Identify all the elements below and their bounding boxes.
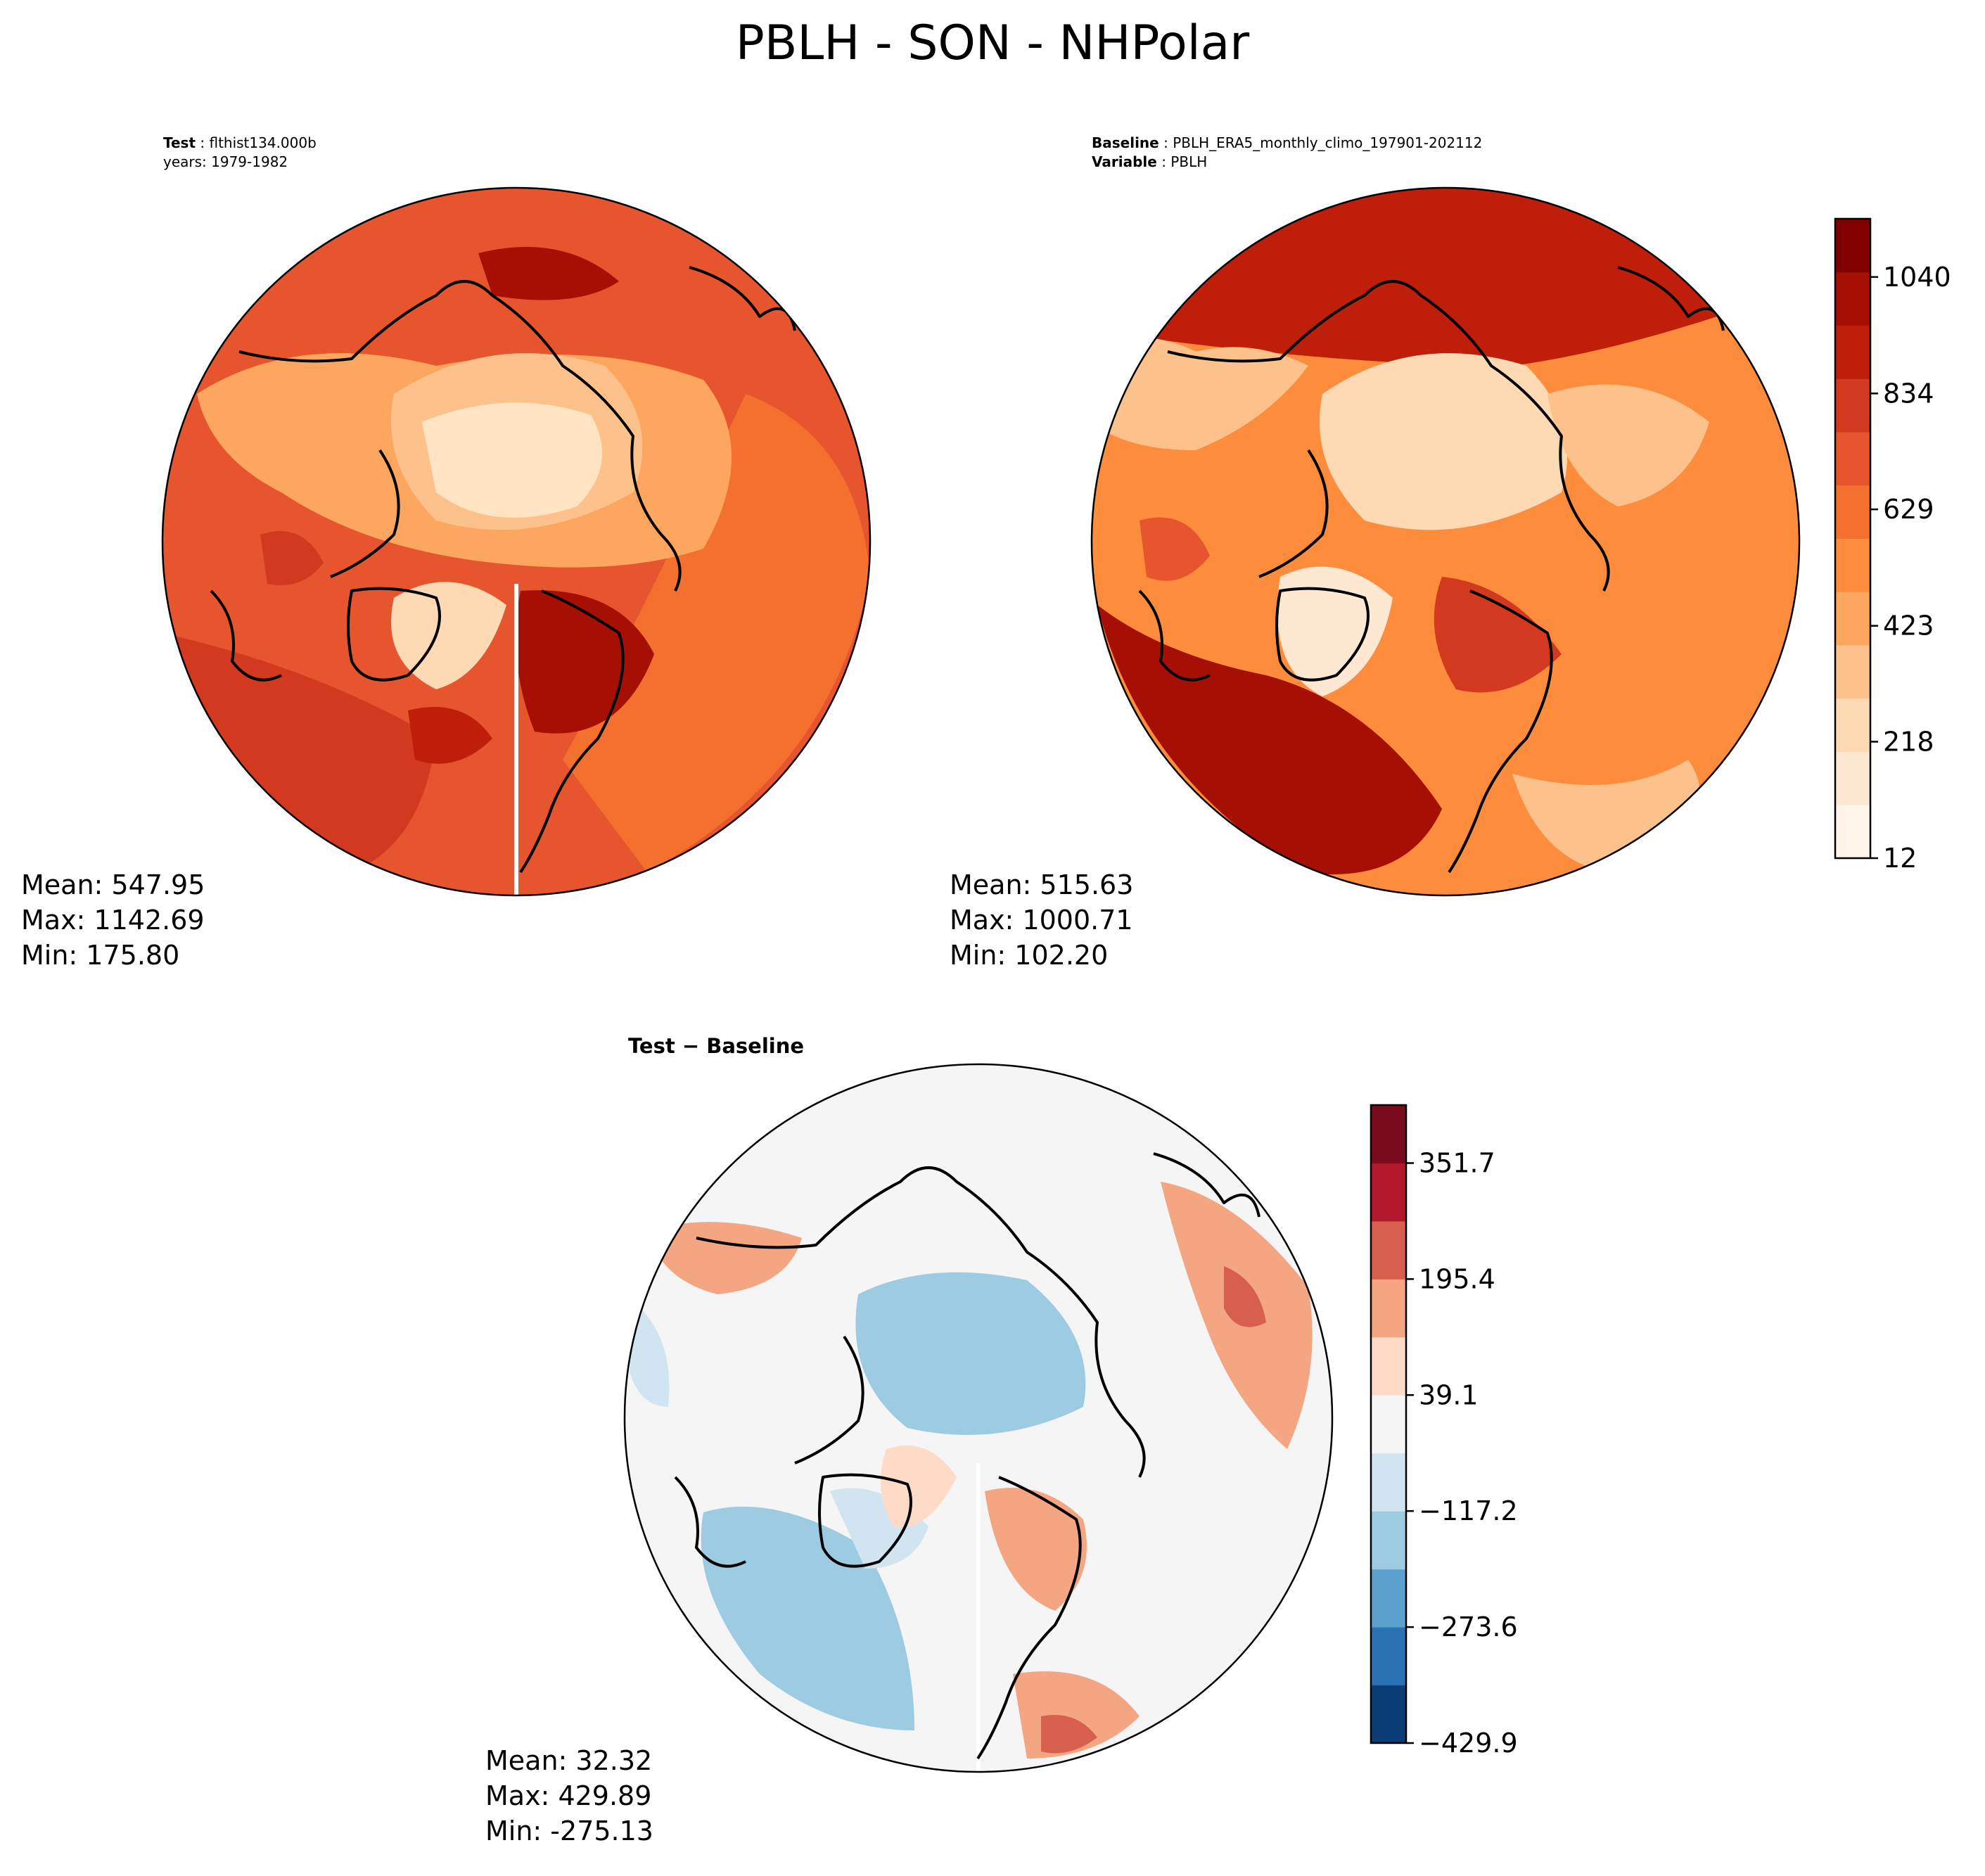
test-map-field bbox=[162, 188, 870, 895]
test-header: Test : flthist134.000b years: 1979-1982 bbox=[163, 134, 317, 170]
difference-colorbar-segment bbox=[1371, 1105, 1406, 1163]
pblh-colorbar-segment bbox=[1835, 645, 1870, 699]
test-mean: Mean: 547.95 bbox=[21, 869, 205, 900]
baseline-min: Min: 102.20 bbox=[950, 940, 1109, 971]
test-min: Min: 175.80 bbox=[21, 940, 180, 971]
figure-title: PBLH - SON - NHPolar bbox=[735, 15, 1250, 71]
pblh-colorbar-segment bbox=[1835, 538, 1870, 592]
difference-colorbar-segment bbox=[1371, 1685, 1406, 1744]
difference-colorbar-tick-label: −429.9 bbox=[1419, 1728, 1518, 1759]
difference-colorbar-tick-label: −117.2 bbox=[1419, 1495, 1518, 1526]
test-years: years: 1979-1982 bbox=[163, 153, 288, 170]
baseline-stats: Mean: 515.63 Max: 1000.71 Min: 102.20 bbox=[950, 867, 1133, 973]
difference-colorbar-segment bbox=[1371, 1453, 1406, 1512]
difference-colorbar-segment bbox=[1371, 1395, 1406, 1454]
pblh-colorbar-frame bbox=[1834, 217, 1872, 860]
pblh-colorbar-segment bbox=[1835, 325, 1870, 379]
pblh-colorbar-segment bbox=[1835, 378, 1870, 433]
pblh-colorbar-segment bbox=[1835, 751, 1870, 805]
pblh-colorbar-segment bbox=[1835, 698, 1870, 752]
difference-mean: Mean: 32.32 bbox=[485, 1745, 653, 1776]
pblh-colorbar-tick-label: 12 bbox=[1883, 843, 1917, 874]
baseline-map bbox=[1090, 186, 1801, 897]
pblh-colorbar-segment bbox=[1835, 805, 1870, 859]
difference-colorbar-segment bbox=[1371, 1163, 1406, 1222]
difference-colorbar-tick-label: 351.7 bbox=[1419, 1147, 1495, 1178]
difference-colorbar-frame bbox=[1370, 1104, 1408, 1744]
test-max: Max: 1142.69 bbox=[21, 905, 205, 936]
difference-colorbar-segment bbox=[1371, 1336, 1406, 1396]
pblh-colorbar-segment bbox=[1835, 272, 1870, 326]
baseline-header: Baseline : PBLH_ERA5_monthly_climo_19790… bbox=[1092, 134, 1483, 170]
difference-coastlines bbox=[674, 1152, 1260, 1760]
test-case-name: flthist134.000b bbox=[209, 134, 317, 151]
baseline-map-boundary bbox=[1090, 186, 1801, 897]
pblh-colorbar-tick-label: 218 bbox=[1883, 726, 1934, 757]
difference-colorbar-tick-label: 195.4 bbox=[1419, 1263, 1495, 1294]
pblh-colorbar-tick-label: 834 bbox=[1883, 378, 1934, 409]
difference-colorbar-tick-label: −273.6 bbox=[1419, 1612, 1518, 1642]
difference-colorbar: −429.9 −273.6 −117.2 39.1 195.4 351.7 bbox=[1370, 1104, 1518, 1759]
difference-min: Min: -275.13 bbox=[485, 1816, 653, 1846]
baseline-mean: Mean: 515.63 bbox=[950, 869, 1134, 900]
difference-colorbar-tick-label: 39.1 bbox=[1419, 1379, 1479, 1410]
pblh-colorbar-tick-label: 629 bbox=[1883, 494, 1934, 525]
test-map bbox=[161, 186, 872, 897]
difference-colorbar-segment bbox=[1371, 1627, 1406, 1686]
difference-colorbar-segment bbox=[1371, 1220, 1406, 1280]
difference-colorbar-segment bbox=[1371, 1279, 1406, 1338]
baseline-case-name: PBLH_ERA5_monthly_climo_197901-202112 bbox=[1173, 134, 1483, 151]
difference-map-field bbox=[625, 1064, 1332, 1772]
variable-label: Variable bbox=[1092, 153, 1157, 170]
baseline-map-field bbox=[1092, 188, 1799, 895]
difference-map bbox=[623, 1063, 1334, 1773]
baseline-max: Max: 1000.71 bbox=[950, 905, 1133, 936]
pblh-colorbar-segment bbox=[1835, 592, 1870, 646]
test-stats: Mean: 547.95 Max: 1142.69 Min: 175.80 bbox=[21, 867, 205, 973]
pblh-colorbar-tick-label: 423 bbox=[1883, 611, 1934, 642]
variable-name: PBLH bbox=[1170, 153, 1208, 170]
test-map-boundary bbox=[161, 186, 872, 897]
baseline-header-label: Baseline bbox=[1092, 134, 1159, 151]
difference-stats: Mean: 32.32 Max: 429.89 Min: -275.13 bbox=[485, 1743, 653, 1849]
pblh-colorbar-segment bbox=[1835, 432, 1870, 486]
pblh-colorbar-segment bbox=[1835, 485, 1870, 539]
difference-title: Test − Baseline bbox=[628, 1034, 805, 1058]
difference-colorbar-segment bbox=[1371, 1511, 1406, 1570]
difference-map-boundary bbox=[623, 1063, 1334, 1773]
test-header-label: Test bbox=[163, 134, 196, 151]
difference-max: Max: 429.89 bbox=[485, 1780, 652, 1811]
pblh-colorbar: 12 218 423 629 834 1040 bbox=[1834, 217, 1951, 874]
pblh-colorbar-segment bbox=[1835, 219, 1870, 273]
pblh-colorbar-tick-label: 1040 bbox=[1883, 262, 1951, 293]
difference-colorbar-segment bbox=[1371, 1569, 1406, 1628]
